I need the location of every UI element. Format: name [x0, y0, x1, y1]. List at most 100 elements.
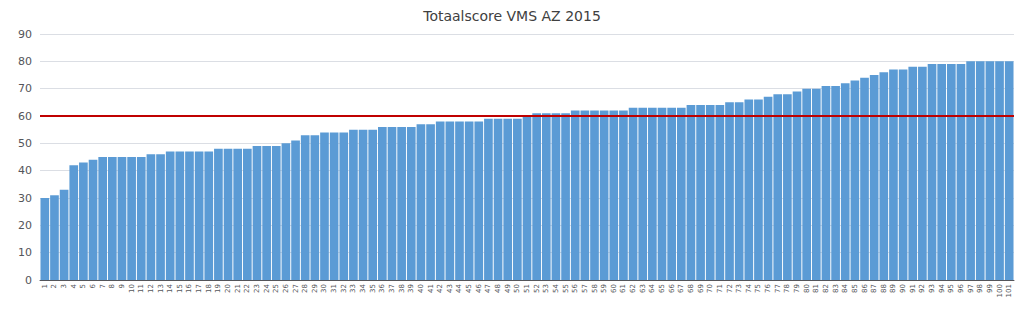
svg-text:39: 39 — [407, 284, 415, 293]
svg-text:33: 33 — [349, 284, 357, 293]
svg-text:76: 76 — [764, 283, 772, 292]
svg-text:45: 45 — [465, 284, 473, 293]
svg-text:6: 6 — [89, 283, 97, 288]
svg-text:0: 0 — [25, 274, 32, 287]
svg-text:23: 23 — [253, 284, 261, 293]
svg-text:54: 54 — [552, 283, 560, 292]
svg-text:8: 8 — [108, 284, 116, 288]
svg-text:30: 30 — [320, 284, 328, 293]
svg-text:9: 9 — [118, 284, 126, 288]
svg-text:26: 26 — [282, 283, 290, 292]
svg-text:74: 74 — [745, 283, 753, 292]
svg-text:70: 70 — [706, 284, 714, 293]
svg-text:70: 70 — [18, 82, 32, 95]
svg-text:100: 100 — [996, 284, 1004, 297]
svg-text:61: 61 — [619, 284, 627, 293]
svg-text:13: 13 — [157, 284, 165, 293]
svg-text:87: 87 — [870, 284, 878, 293]
svg-text:64: 64 — [648, 283, 656, 292]
svg-text:25: 25 — [272, 284, 280, 293]
svg-text:28: 28 — [301, 284, 309, 293]
svg-text:10: 10 — [18, 246, 32, 259]
svg-text:67: 67 — [677, 284, 685, 293]
svg-text:66: 66 — [668, 283, 676, 292]
svg-text:14: 14 — [166, 283, 174, 292]
svg-text:68: 68 — [687, 284, 695, 293]
svg-text:62: 62 — [629, 284, 637, 293]
svg-text:95: 95 — [947, 284, 955, 293]
svg-text:43: 43 — [446, 284, 454, 293]
svg-text:35: 35 — [369, 284, 377, 293]
svg-text:16: 16 — [185, 283, 193, 292]
svg-text:51: 51 — [523, 284, 531, 293]
svg-text:3: 3 — [60, 284, 68, 288]
svg-text:17: 17 — [195, 284, 203, 293]
svg-text:52: 52 — [533, 284, 541, 293]
svg-text:80: 80 — [18, 55, 32, 68]
svg-text:Totaalscore VMS AZ 2015: Totaalscore VMS AZ 2015 — [422, 8, 601, 24]
svg-text:94: 94 — [938, 283, 946, 292]
svg-text:20: 20 — [224, 284, 232, 293]
svg-text:71: 71 — [716, 284, 724, 293]
svg-text:57: 57 — [581, 284, 589, 293]
svg-text:77: 77 — [774, 284, 782, 293]
svg-text:12: 12 — [147, 284, 155, 293]
svg-text:32: 32 — [340, 284, 348, 293]
svg-text:4: 4 — [70, 283, 78, 288]
svg-text:56: 56 — [571, 283, 579, 292]
svg-text:27: 27 — [292, 284, 300, 293]
svg-text:2: 2 — [50, 284, 58, 288]
svg-text:98: 98 — [976, 284, 984, 293]
svg-text:10: 10 — [128, 284, 136, 293]
svg-text:88: 88 — [880, 284, 888, 293]
svg-text:92: 92 — [918, 284, 926, 293]
svg-text:31: 31 — [330, 284, 338, 293]
svg-text:41: 41 — [427, 284, 435, 293]
svg-text:20: 20 — [18, 219, 32, 232]
svg-text:90: 90 — [18, 28, 32, 41]
svg-text:49: 49 — [504, 284, 512, 293]
svg-text:55: 55 — [562, 284, 570, 293]
svg-text:30: 30 — [18, 192, 32, 205]
svg-text:40: 40 — [18, 164, 32, 177]
svg-text:78: 78 — [783, 284, 791, 293]
svg-text:59: 59 — [600, 284, 608, 293]
svg-text:60: 60 — [18, 110, 32, 123]
svg-text:99: 99 — [986, 284, 994, 293]
svg-text:36: 36 — [378, 283, 386, 292]
svg-text:58: 58 — [591, 284, 599, 293]
svg-text:29: 29 — [311, 284, 319, 293]
svg-text:21: 21 — [234, 284, 242, 293]
svg-text:89: 89 — [889, 284, 897, 293]
svg-text:90: 90 — [899, 284, 907, 293]
svg-text:48: 48 — [494, 284, 502, 293]
svg-text:80: 80 — [803, 284, 811, 293]
svg-text:44: 44 — [455, 283, 463, 292]
svg-text:38: 38 — [398, 284, 406, 293]
svg-text:7: 7 — [99, 284, 107, 288]
svg-text:42: 42 — [436, 284, 444, 293]
svg-text:81: 81 — [812, 284, 820, 293]
svg-text:72: 72 — [726, 284, 734, 293]
svg-text:84: 84 — [841, 283, 849, 292]
svg-text:91: 91 — [909, 284, 917, 293]
svg-text:93: 93 — [928, 284, 936, 293]
svg-text:75: 75 — [754, 284, 762, 293]
svg-text:73: 73 — [735, 284, 743, 293]
svg-text:97: 97 — [967, 284, 975, 293]
svg-text:86: 86 — [861, 283, 869, 292]
svg-text:24: 24 — [263, 283, 271, 292]
svg-text:82: 82 — [822, 284, 830, 293]
svg-text:101: 101 — [1005, 284, 1013, 297]
svg-text:22: 22 — [243, 284, 251, 293]
svg-text:85: 85 — [851, 284, 859, 293]
svg-text:65: 65 — [658, 284, 666, 293]
svg-text:37: 37 — [388, 284, 396, 293]
svg-text:79: 79 — [793, 284, 801, 293]
svg-text:83: 83 — [832, 284, 840, 293]
svg-text:1: 1 — [41, 284, 49, 288]
svg-text:34: 34 — [359, 283, 367, 292]
svg-text:40: 40 — [417, 284, 425, 293]
svg-text:47: 47 — [484, 284, 492, 293]
svg-text:46: 46 — [475, 283, 483, 292]
